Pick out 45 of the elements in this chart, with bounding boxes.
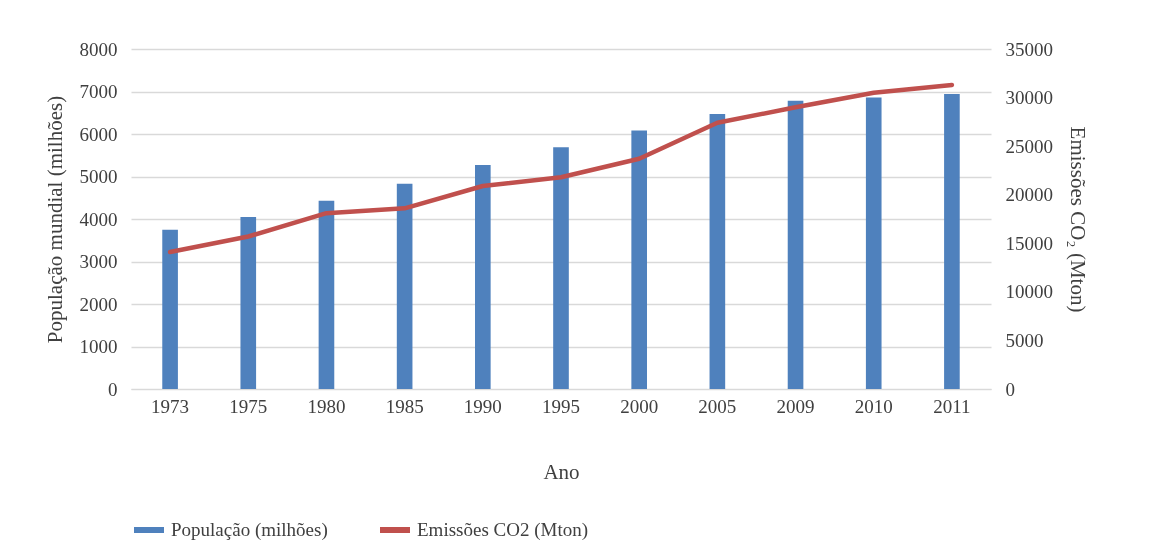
x-tick-label: 1995 xyxy=(542,395,580,417)
x-tick-label: 1985 xyxy=(385,395,424,417)
y2-tick-label: 0 xyxy=(1005,378,1015,400)
y2-tick-label: 30000 xyxy=(1005,87,1053,109)
legend-label: População (milhões) xyxy=(171,519,328,541)
y-tick-label: 7000 xyxy=(79,81,118,102)
bar xyxy=(944,94,960,389)
x-tick-label: 2010 xyxy=(854,395,893,417)
y2-tick-label: 15000 xyxy=(1005,232,1053,254)
y-tick-label: 1000 xyxy=(79,336,118,357)
bar xyxy=(631,130,647,389)
y-tick-label: 0 xyxy=(108,378,118,400)
bar xyxy=(240,216,257,389)
x-tick-label: 2009 xyxy=(776,395,815,417)
y-tick-label: 5000 xyxy=(79,166,118,187)
x-tick-label: 2000 xyxy=(620,395,659,417)
x-tick-label: 1980 xyxy=(307,395,346,417)
x-tick-label: 2011 xyxy=(933,395,971,417)
bar xyxy=(396,183,413,389)
y-tick-label: 8000 xyxy=(79,38,118,60)
y-axis-title: População mundial (milhões) xyxy=(42,95,67,344)
x-tick-label: 2005 xyxy=(698,395,737,417)
y2-tick-label: 25000 xyxy=(1005,135,1053,157)
y-tick-label: 2000 xyxy=(79,293,118,315)
x-tick-label: 1975 xyxy=(229,395,268,417)
legend-label: Emissões CO2 (Mton) xyxy=(417,519,588,541)
bar xyxy=(475,165,491,389)
y-tick-label: 6000 xyxy=(79,123,118,145)
bar xyxy=(787,100,804,389)
bar xyxy=(553,147,569,389)
y2-tick-label: 20000 xyxy=(1005,184,1053,206)
line-series xyxy=(167,82,955,255)
y-tick-label: 3000 xyxy=(79,251,118,272)
bar xyxy=(709,114,726,389)
y2-tick-label: 5000 xyxy=(1005,329,1044,351)
bar xyxy=(162,229,178,389)
bar xyxy=(318,200,335,389)
x-tick-label: 1973 xyxy=(151,395,190,417)
y-tick-label: 4000 xyxy=(79,208,118,230)
bar xyxy=(865,97,882,389)
y2-tick-label: 10000 xyxy=(1005,281,1053,303)
x-tick-label: 1990 xyxy=(463,395,502,417)
y2-tick-label: 35000 xyxy=(1005,38,1053,60)
y2-axis-title: Emissões CO₂ (Mton) xyxy=(1066,126,1090,313)
x-axis-title: Ano xyxy=(543,459,580,484)
